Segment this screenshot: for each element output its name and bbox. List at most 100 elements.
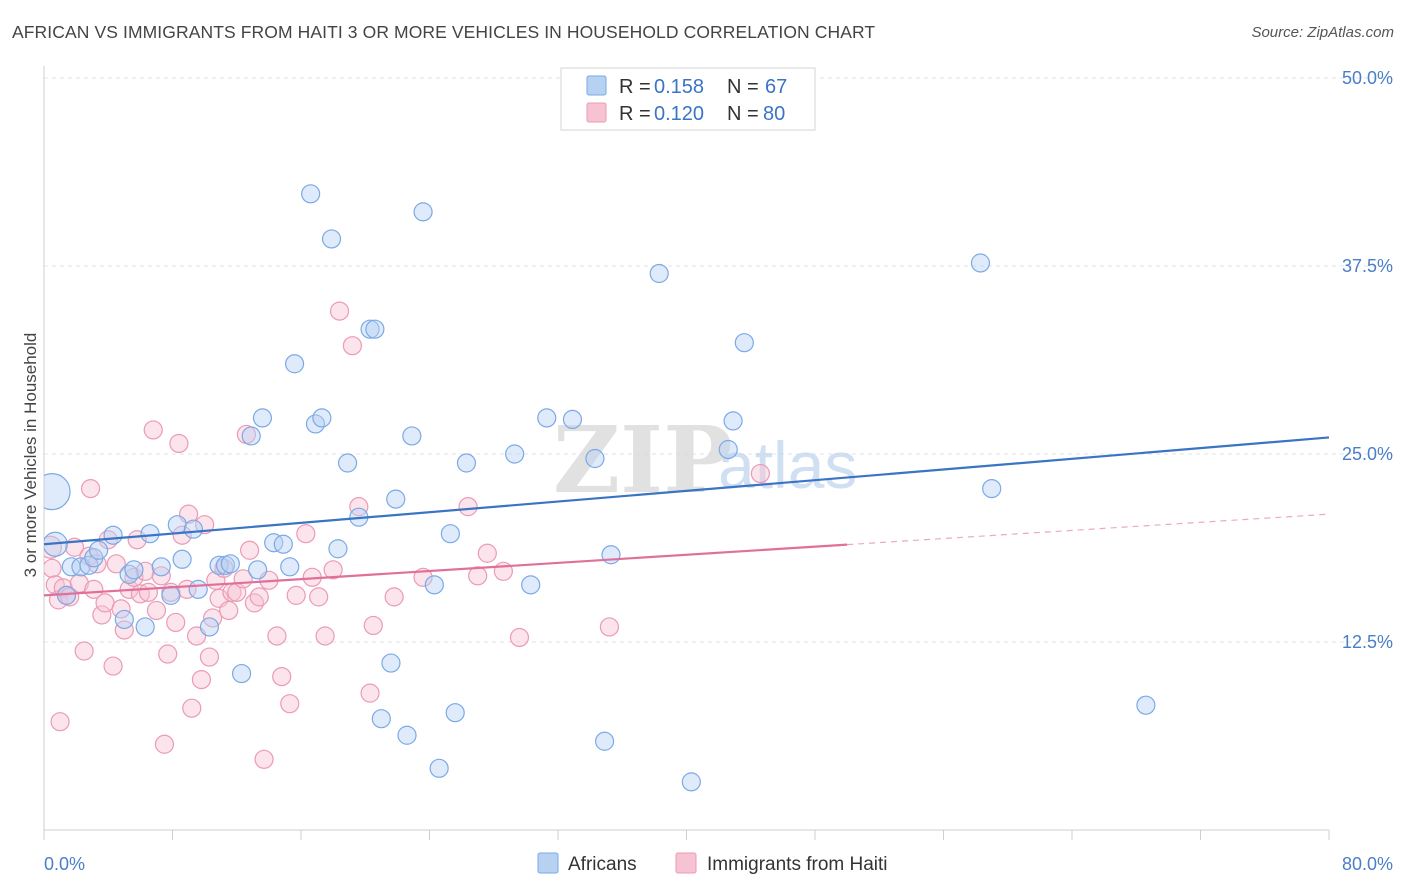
data-points bbox=[44, 184, 1156, 792]
point-africans bbox=[312, 408, 332, 428]
point-africans bbox=[124, 560, 144, 580]
point-africans bbox=[402, 426, 422, 446]
point-africans bbox=[220, 554, 240, 574]
point-haiti bbox=[172, 525, 192, 545]
point-haiti bbox=[166, 612, 186, 633]
point-haiti bbox=[249, 587, 269, 607]
legend-r-label: R = bbox=[619, 76, 651, 98]
point-haiti bbox=[103, 656, 123, 676]
point-africans bbox=[970, 253, 991, 273]
y-tick-label: 12.5% bbox=[1342, 632, 1393, 652]
point-africans bbox=[649, 263, 669, 284]
point-haiti bbox=[280, 694, 300, 714]
trend-line-haiti-extension bbox=[847, 513, 1330, 546]
point-haiti bbox=[384, 587, 404, 607]
point-haiti bbox=[195, 515, 215, 535]
point-africans bbox=[424, 575, 444, 595]
point-africans bbox=[365, 319, 385, 339]
trend-lines bbox=[43, 436, 1330, 597]
point-haiti bbox=[50, 712, 70, 732]
point-africans bbox=[301, 184, 321, 204]
point-africans bbox=[562, 409, 583, 430]
point-africans bbox=[183, 519, 203, 539]
point-haiti bbox=[74, 641, 94, 661]
point-haiti bbox=[509, 627, 530, 648]
point-haiti bbox=[323, 560, 343, 580]
point-africans bbox=[188, 579, 208, 599]
x-tick-label-max: 80.0% bbox=[1342, 854, 1393, 874]
watermark: ZIP atlas bbox=[553, 406, 857, 514]
grid-lines bbox=[44, 77, 1392, 643]
point-haiti bbox=[296, 524, 316, 544]
legend-n-value: 67 bbox=[765, 76, 787, 98]
point-africans bbox=[161, 585, 181, 605]
point-haiti bbox=[254, 749, 274, 769]
point-haiti bbox=[158, 644, 178, 664]
point-africans bbox=[140, 524, 160, 544]
point-haiti bbox=[458, 497, 478, 517]
point-africans bbox=[1136, 695, 1156, 715]
point-haiti bbox=[44, 535, 63, 559]
point-africans bbox=[397, 725, 417, 745]
point-haiti bbox=[191, 669, 212, 690]
point-haiti bbox=[169, 433, 189, 454]
point-haiti bbox=[329, 301, 350, 321]
series-legend-label-africans: Africans bbox=[568, 854, 637, 875]
point-haiti bbox=[599, 617, 620, 637]
point-haiti bbox=[750, 463, 770, 484]
point-africans bbox=[440, 524, 460, 544]
point-africans bbox=[172, 549, 192, 569]
legend-r-value: 0.120 bbox=[654, 103, 704, 125]
point-haiti bbox=[342, 336, 362, 356]
point-africans bbox=[413, 202, 433, 222]
point-africans bbox=[321, 229, 342, 249]
point-africans bbox=[521, 575, 541, 595]
point-haiti bbox=[286, 585, 306, 605]
chart-title: AFRICAN VS IMMIGRANTS FROM HAITI 3 OR MO… bbox=[12, 22, 876, 42]
point-haiti bbox=[44, 558, 62, 578]
point-africans bbox=[537, 408, 557, 428]
trend-line-africans bbox=[43, 436, 1330, 546]
legend-swatch-africans bbox=[586, 75, 607, 96]
legend-n-value: 80 bbox=[763, 103, 785, 125]
point-africans bbox=[114, 609, 134, 630]
point-haiti bbox=[349, 497, 369, 517]
point-haiti bbox=[363, 615, 383, 636]
point-africans bbox=[386, 489, 406, 509]
series-legend-label-haiti: Immigrants from Haiti bbox=[707, 854, 888, 875]
point-africans bbox=[252, 408, 273, 428]
point-africans bbox=[273, 534, 293, 554]
point-haiti bbox=[267, 626, 287, 646]
point-haiti bbox=[219, 600, 239, 621]
point-africans bbox=[241, 426, 261, 446]
legend-n-label: N = bbox=[727, 103, 759, 125]
series-legend: Africans Immigrants from Haiti bbox=[537, 852, 888, 875]
point-africans bbox=[594, 731, 615, 751]
point-africans bbox=[360, 319, 380, 339]
point-haiti bbox=[309, 587, 329, 607]
point-haiti bbox=[92, 605, 112, 625]
point-haiti bbox=[138, 582, 159, 602]
point-haiti bbox=[477, 543, 497, 563]
point-haiti bbox=[154, 734, 175, 754]
legend-r-label: R = bbox=[619, 103, 651, 125]
point-africans bbox=[456, 453, 477, 473]
point-africans bbox=[280, 557, 300, 577]
point-africans bbox=[723, 411, 743, 431]
source-label: Source: ZipAtlas.com bbox=[1251, 24, 1394, 41]
x-tick-label-min: 0.0% bbox=[44, 854, 85, 874]
y-tick-labels: 12.5% 25.0% 37.5% 50.0% bbox=[1342, 68, 1393, 652]
point-africans bbox=[248, 560, 268, 580]
point-africans bbox=[429, 758, 449, 778]
series-legend-swatch-africans bbox=[537, 852, 559, 874]
point-africans bbox=[328, 539, 348, 559]
point-haiti bbox=[111, 599, 131, 619]
point-africans bbox=[284, 354, 305, 374]
point-africans bbox=[264, 533, 284, 553]
point-africans bbox=[982, 478, 1002, 499]
point-africans bbox=[103, 525, 123, 545]
stats-legend: R = 0.158 N = 67 R = 0.120 N = 80 bbox=[560, 67, 816, 131]
point-africans bbox=[734, 333, 754, 353]
point-haiti bbox=[114, 620, 134, 640]
